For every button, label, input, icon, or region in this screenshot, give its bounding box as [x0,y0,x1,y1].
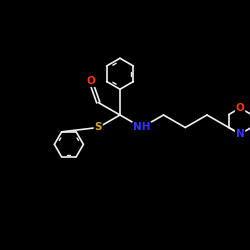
Text: O: O [236,103,244,113]
Text: S: S [94,122,102,132]
Text: O: O [86,76,95,86]
Text: N: N [236,129,244,139]
Text: NH: NH [133,122,150,132]
